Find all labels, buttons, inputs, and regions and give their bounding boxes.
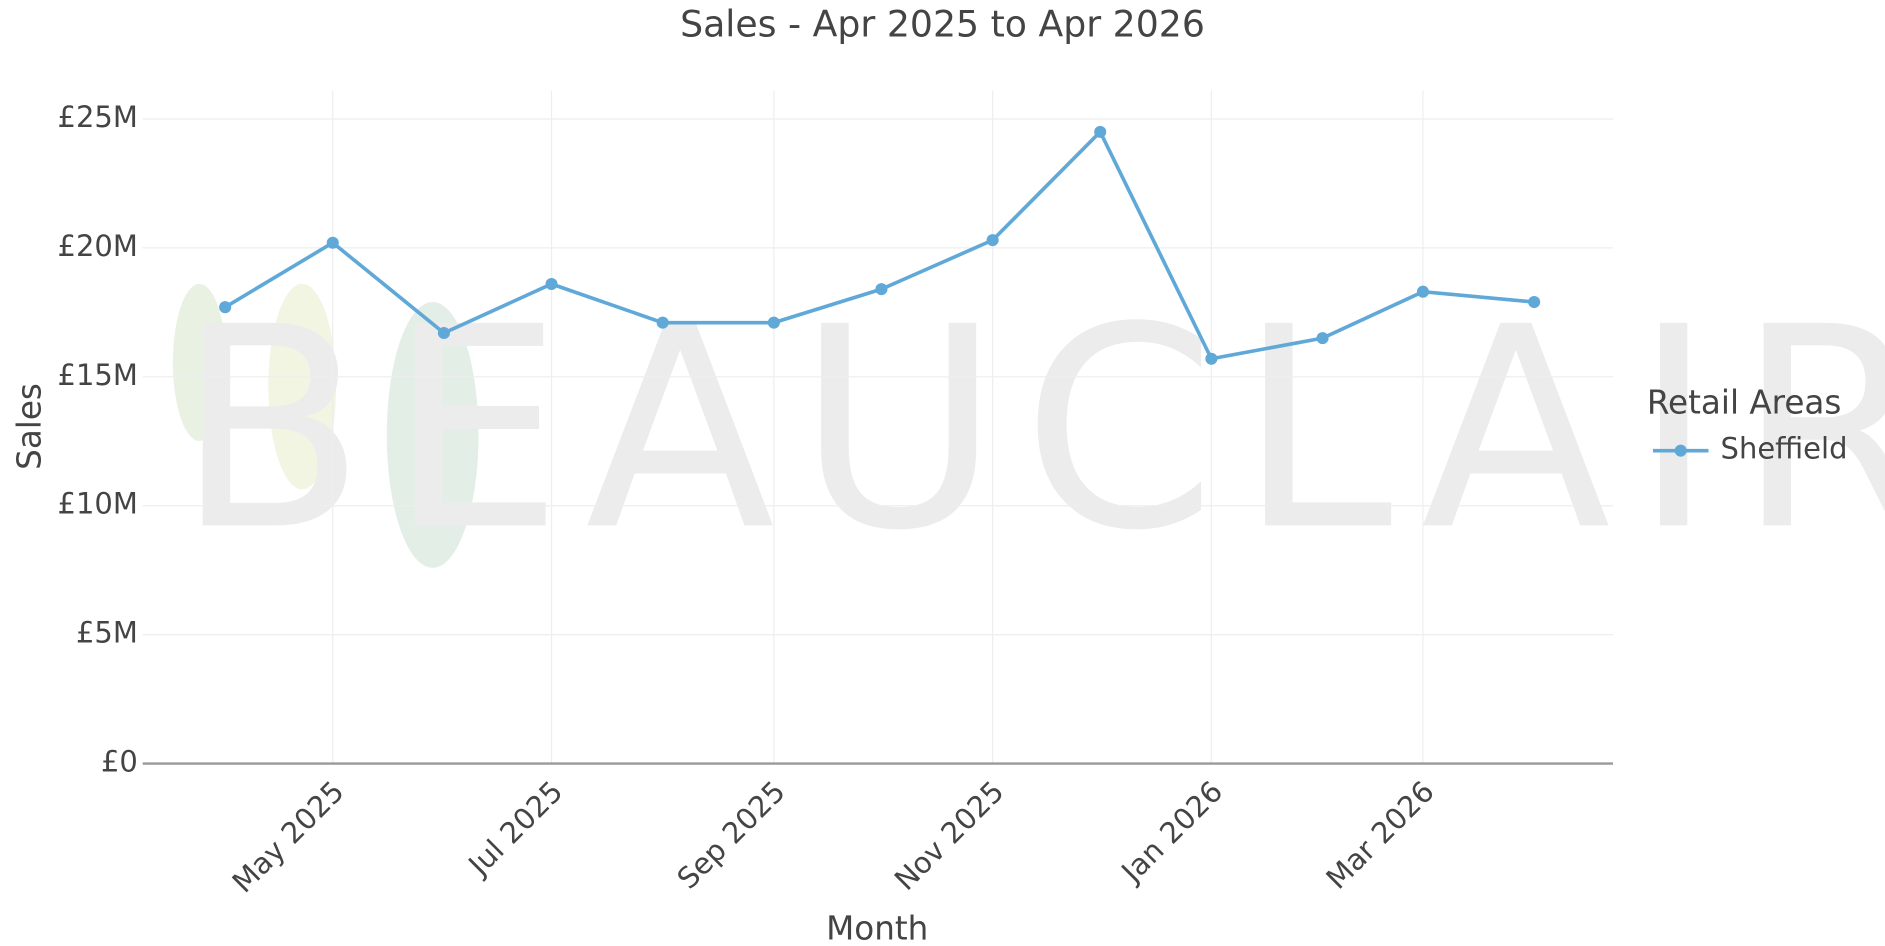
- y-axis-label: Sales: [11, 383, 49, 470]
- point: [1416, 285, 1430, 298]
- legend-label: Sheffield: [1721, 432, 1848, 466]
- point: [219, 301, 232, 314]
- y-tick-label: £0: [101, 745, 138, 779]
- point: [326, 236, 339, 249]
- x-tick-label: May 2025: [226, 774, 351, 899]
- legend-marker: [1674, 444, 1687, 457]
- y-tick-label: £20M: [58, 229, 138, 263]
- x-tick-label: Jul 2025: [461, 774, 570, 883]
- point: [767, 316, 780, 329]
- x-tick-label: Mar 2026: [1319, 774, 1440, 895]
- point: [1316, 332, 1329, 345]
- point: [437, 326, 450, 340]
- y-tick-label: £5M: [76, 616, 138, 650]
- legend-title: Retail Areas: [1647, 384, 1842, 422]
- point: [545, 277, 558, 291]
- point: [1205, 352, 1218, 365]
- y-tick-label: £25M: [58, 100, 138, 134]
- x-tick-label: Sep 2025: [670, 774, 791, 895]
- x-axis-label: Month: [826, 909, 928, 946]
- point: [656, 316, 669, 329]
- x-tick-label: Jan 2026: [1114, 774, 1230, 890]
- point: [875, 283, 888, 296]
- watermark: BEAUCLAIR: [175, 267, 1885, 591]
- y-tick-label: £15M: [58, 358, 138, 392]
- chart-title: Sales - Apr 2025 to Apr 2026: [680, 3, 1205, 46]
- y-tick-label: £10M: [58, 487, 138, 521]
- point: [1094, 125, 1107, 138]
- watermark-logo: [172, 283, 479, 568]
- point: [1528, 295, 1541, 309]
- x-tick-label: Nov 2025: [888, 774, 1011, 897]
- point: [986, 234, 999, 247]
